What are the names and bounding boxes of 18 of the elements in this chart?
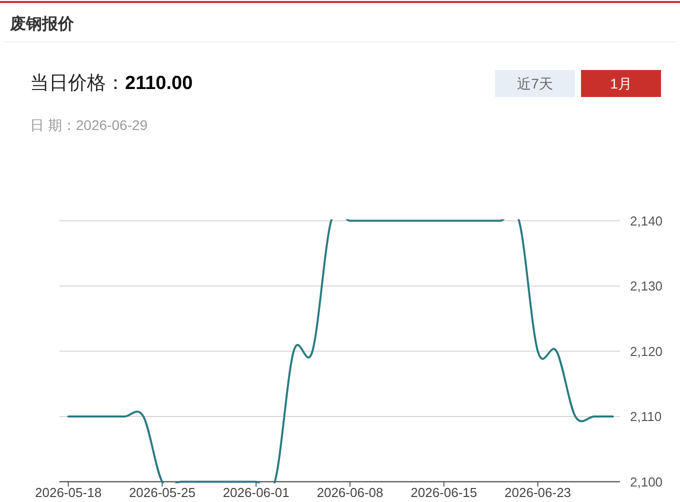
- y-tick-label: 2,100: [630, 474, 663, 490]
- y-tick-label: 2,140: [630, 213, 663, 228]
- x-tick-label: 2026-06-08: [316, 485, 384, 500]
- chart-title: 废钢报价: [9, 15, 75, 33]
- y-tick-label: 2,130: [630, 278, 663, 294]
- text: 日 期：2026-06-29: [30, 117, 148, 133]
- x-tick-label: 2026-06-23: [504, 485, 572, 500]
- line-series: [67, 219, 614, 484]
- text: 2110.00: [125, 73, 193, 94]
- x-tick-label: 2026-06-01: [222, 485, 290, 500]
- text: 当日价格：: [30, 73, 125, 94]
- text: 1月: [610, 76, 632, 92]
- x-tick-label: 2026-05-18: [35, 485, 102, 500]
- x-tick-label: 2026-06-15: [410, 485, 478, 500]
- y-tick-label: 2,110: [630, 409, 662, 424]
- text: 近7天: [517, 76, 553, 92]
- x-tick-label: 2026-05-25: [128, 485, 196, 500]
- y-tick-label: 2,120: [630, 344, 663, 359]
